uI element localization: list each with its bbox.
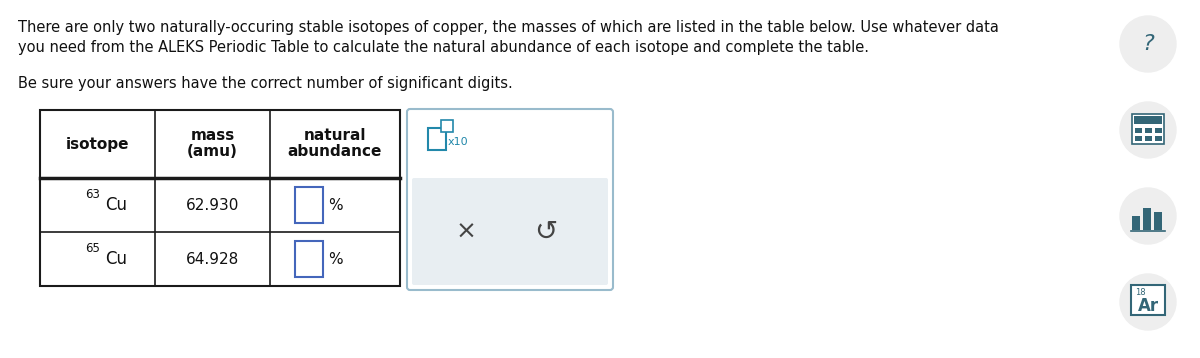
Bar <box>1135 136 1142 141</box>
Bar <box>1154 136 1162 141</box>
Text: abundance: abundance <box>288 145 382 160</box>
Text: 65: 65 <box>85 242 101 256</box>
Bar <box>1145 136 1152 141</box>
Text: Cu: Cu <box>106 196 127 214</box>
FancyBboxPatch shape <box>412 178 608 285</box>
Circle shape <box>1120 274 1176 330</box>
Text: 18: 18 <box>1135 288 1146 297</box>
Text: %: % <box>328 198 343 213</box>
Bar <box>1154 212 1162 230</box>
Circle shape <box>1120 188 1176 244</box>
Bar <box>1154 128 1162 133</box>
Text: (amu): (amu) <box>187 145 238 160</box>
Text: 62.930: 62.930 <box>186 198 239 213</box>
Text: x10: x10 <box>448 137 469 147</box>
Text: 63: 63 <box>85 189 101 202</box>
Text: natural: natural <box>304 129 366 144</box>
Text: %: % <box>328 252 343 266</box>
Text: mass: mass <box>191 129 235 144</box>
Text: Ar: Ar <box>1138 297 1158 315</box>
Circle shape <box>1120 102 1176 158</box>
Text: you need from the ALEKS Periodic Table to calculate the natural abundance of eac: you need from the ALEKS Periodic Table t… <box>18 40 869 55</box>
Bar <box>1134 116 1162 124</box>
Text: Cu: Cu <box>106 250 127 268</box>
Text: There are only two naturally-occuring stable isotopes of copper, the masses of w: There are only two naturally-occuring st… <box>18 20 998 35</box>
Text: 64.928: 64.928 <box>186 252 239 266</box>
Bar <box>1132 114 1164 144</box>
Text: ↺: ↺ <box>534 218 558 246</box>
FancyBboxPatch shape <box>407 109 613 290</box>
Bar <box>40 110 400 286</box>
Text: ×: × <box>456 219 476 243</box>
Bar <box>295 187 323 223</box>
Text: ?: ? <box>1142 34 1154 54</box>
Circle shape <box>1120 16 1176 72</box>
Text: Be sure your answers have the correct number of significant digits.: Be sure your answers have the correct nu… <box>18 76 512 91</box>
Bar <box>442 120 454 132</box>
Bar <box>1132 216 1140 230</box>
Bar <box>1135 128 1142 133</box>
Text: isotope: isotope <box>66 136 130 151</box>
Bar <box>1145 128 1152 133</box>
Bar <box>1142 208 1151 230</box>
Bar <box>428 128 446 150</box>
Bar <box>295 241 323 277</box>
Bar <box>1132 285 1165 315</box>
